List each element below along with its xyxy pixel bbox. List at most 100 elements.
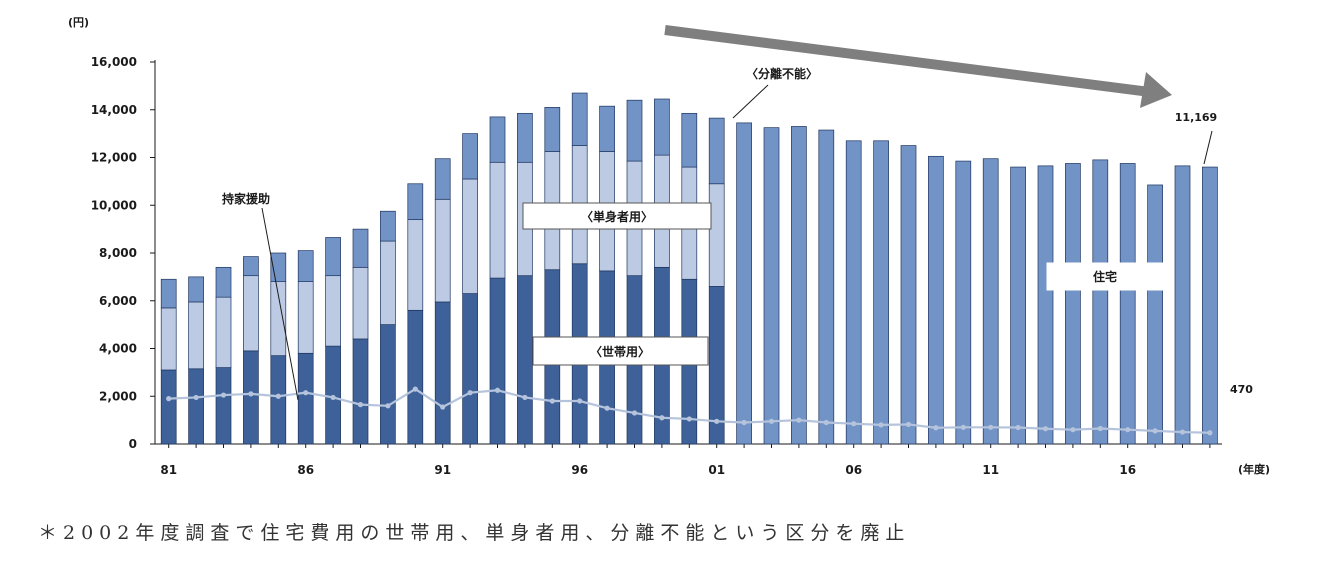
bar-segment-single — [160, 307, 177, 371]
bar-segment-household — [489, 277, 506, 445]
line-point — [851, 421, 857, 427]
bar-segment-inseparable — [763, 127, 780, 445]
bar-segment-inseparable — [462, 133, 478, 180]
line-point — [1015, 424, 1021, 431]
bar-segment-household — [188, 368, 204, 445]
bar-segment-single — [215, 296, 232, 368]
bar-segment-inseparable — [873, 140, 889, 445]
y-tick-label: 14,000 — [91, 103, 137, 117]
line-point — [166, 396, 172, 402]
bar-segment-inseparable — [654, 98, 670, 156]
bar-segment-inseparable — [160, 278, 177, 309]
line-point — [1042, 426, 1049, 432]
bar-segment-single — [489, 161, 506, 279]
bar-segment-inseparable — [380, 210, 396, 242]
line-label-leader — [261, 207, 299, 401]
line-point — [275, 393, 281, 399]
end-line-value-label: 470 — [1230, 383, 1253, 396]
line-point — [1070, 427, 1076, 433]
bar-segment-inseparable — [1202, 166, 1218, 445]
single-series-label: 〈単身者用〉 — [581, 209, 653, 224]
line-point — [1125, 427, 1131, 433]
bar-segment-inseparable — [243, 256, 259, 277]
bars — [160, 92, 1218, 445]
y-tick-label: 8,000 — [99, 246, 137, 260]
single-label-box — [522, 202, 712, 230]
end-bar-value-label: 11,169 — [1175, 111, 1217, 124]
bar-segment-inseparable — [1092, 159, 1109, 445]
line-series — [166, 386, 1213, 436]
household-label-box — [532, 336, 709, 366]
x-unit-label: (年度) — [1238, 462, 1270, 476]
bar-segment-inseparable — [297, 250, 314, 283]
line-point — [412, 386, 418, 392]
line-point — [467, 390, 473, 396]
axes: 0 2,000 4,000 6,000 8,000 10,000 12,000 14,000 1… — [91, 55, 1222, 477]
bar-segment-inseparable — [845, 140, 862, 445]
line-point — [220, 392, 227, 398]
line-point — [577, 398, 583, 404]
inseparable-series-label: 〈分離不能〉 — [746, 66, 818, 81]
bar-segment-inseparable — [1174, 165, 1191, 445]
y-tick-label: 16,000 — [91, 55, 137, 69]
bar-segment-household — [243, 350, 259, 445]
y-tick-label: 2,000 — [99, 389, 137, 403]
household-series-label: 〈世帯用〉 — [590, 344, 650, 359]
line-point — [960, 424, 966, 430]
inseparable-leader — [732, 84, 769, 119]
bar-segment-inseparable — [791, 126, 807, 445]
bar-segment-single — [380, 240, 396, 325]
bar-segment-single — [297, 281, 314, 354]
bar-segment-inseparable — [188, 276, 204, 303]
bar-segment-inseparable — [900, 145, 917, 445]
y-tick-label: 12,000 — [91, 151, 137, 165]
chart: 0 2,000 4,000 6,000 8,000 10,000 12,000 14,000 1… — [68, 16, 1270, 477]
line-point — [522, 394, 528, 401]
line-point — [1097, 425, 1103, 432]
line-point — [549, 398, 555, 404]
bar-segment-inseparable — [599, 105, 615, 152]
line-point — [604, 405, 610, 411]
x-tick-label: 86 — [297, 463, 314, 477]
bar-segment-inseparable — [352, 228, 369, 268]
line-point — [1179, 429, 1186, 435]
x-tick-label: 11 — [982, 463, 999, 477]
bar-segment-inseparable — [1147, 184, 1163, 445]
x-tick-label: 01 — [708, 463, 725, 477]
line-point — [631, 410, 638, 416]
x-tick-label: 96 — [571, 463, 588, 477]
line-point — [659, 415, 665, 421]
bar-segment-single — [407, 219, 424, 311]
bar-segment-single — [352, 266, 369, 340]
bar-segment-household — [407, 309, 424, 445]
line-point — [988, 424, 994, 430]
housing-label-box — [1046, 262, 1164, 291]
line-point — [248, 391, 254, 397]
bar-segment-inseparable — [708, 117, 725, 185]
bar-segment-household — [462, 293, 478, 445]
footnote: ＊2002年度調査で住宅費用の世帯用、単身者用、分離不能という区分を廃止 — [38, 522, 911, 544]
line-point — [714, 418, 720, 424]
end-bar-leader — [1203, 130, 1213, 165]
bar-segment-single — [434, 198, 451, 303]
bar-segment-single — [325, 275, 341, 347]
line-point — [385, 403, 391, 409]
bar-segment-inseparable — [928, 155, 944, 445]
line-point — [330, 394, 336, 401]
bar-segment-inseparable — [818, 129, 835, 445]
bar-segment-inseparable — [955, 160, 972, 445]
bar-segment-inseparable — [736, 122, 752, 445]
bar-segment-single — [243, 275, 259, 352]
bar-segment-household — [434, 301, 451, 445]
bar-segment-household — [270, 355, 287, 445]
line-point — [768, 418, 775, 424]
bar-segment-inseparable — [626, 99, 643, 162]
bar-segment-single — [462, 178, 478, 294]
line-point — [878, 422, 884, 428]
bar-segment-inseparable — [1037, 165, 1054, 445]
bar-segment-inseparable — [544, 107, 561, 152]
bar-segment-single — [188, 301, 204, 370]
trend-arrow-head — [1140, 72, 1172, 108]
line-point — [193, 394, 199, 401]
line-point — [303, 390, 309, 396]
